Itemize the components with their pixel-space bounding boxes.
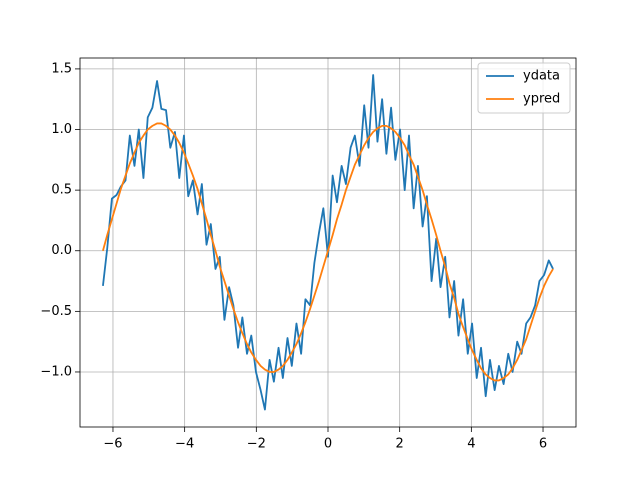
x-tick-label: −6 bbox=[103, 437, 122, 452]
y-tick-label: −1.0 bbox=[40, 364, 72, 379]
data-line bbox=[102, 74, 554, 411]
x-tick-label: 4 bbox=[467, 437, 475, 452]
legend-label: ydata bbox=[523, 69, 560, 84]
legend-label: ypred bbox=[523, 92, 560, 107]
y-tick-label: 0.0 bbox=[51, 243, 72, 258]
x-tick-label: 2 bbox=[396, 437, 404, 452]
x-tick-label: −2 bbox=[247, 437, 266, 452]
y-tick-label: 0.5 bbox=[51, 183, 72, 198]
x-tick-label: 6 bbox=[539, 437, 547, 452]
axes-frame bbox=[79, 57, 577, 428]
y-tick-label: −0.5 bbox=[40, 304, 72, 319]
y-tick-label: 1.0 bbox=[51, 122, 72, 137]
x-tick-label: −4 bbox=[175, 437, 194, 452]
data-line bbox=[102, 122, 554, 382]
y-tick-label: 1.5 bbox=[51, 61, 72, 76]
x-tick-label: 0 bbox=[324, 437, 332, 452]
